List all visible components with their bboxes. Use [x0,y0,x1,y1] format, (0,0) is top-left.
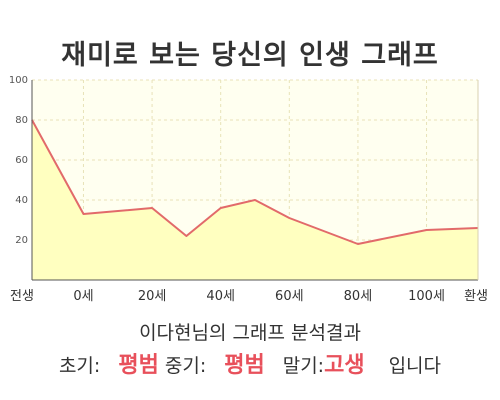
y-tick-label: 80 [15,115,28,126]
x-tick-label: 100세 [408,289,445,304]
late-value: 고생 [324,353,365,378]
mid-label: 중기: [164,355,207,377]
y-tick-label: 20 [15,235,28,246]
x-tick-label: 환생 [464,289,488,304]
page-title: 재미로 보는 당신의 인생 그래프 [61,40,439,71]
analysis-result: 초기: 평범 중기: 평범 말기:고생 입니다 [0,347,500,379]
early-label: 초기: [58,355,101,377]
late-label: 말기: [282,355,325,377]
x-tick-label: 60세 [275,289,304,304]
early-value: 평범 [118,353,159,378]
x-tick-label: 80세 [344,289,373,304]
mid-value: 평범 [224,353,265,378]
series-line [31,119,479,245]
y-tick-label: 40 [15,195,28,206]
x-tick-label: 0세 [73,289,93,304]
y-tick-label: 100 [9,75,28,86]
analysis-subtitle: 이다현님의 그래프 분석결과 [139,322,361,344]
x-tick-label: 20세 [138,289,167,304]
result-suffix: 입니다 [388,355,442,377]
y-tick-label: 60 [15,155,28,166]
x-tick-label: 40세 [206,289,235,304]
x-tick-label: 전생 [10,289,34,304]
